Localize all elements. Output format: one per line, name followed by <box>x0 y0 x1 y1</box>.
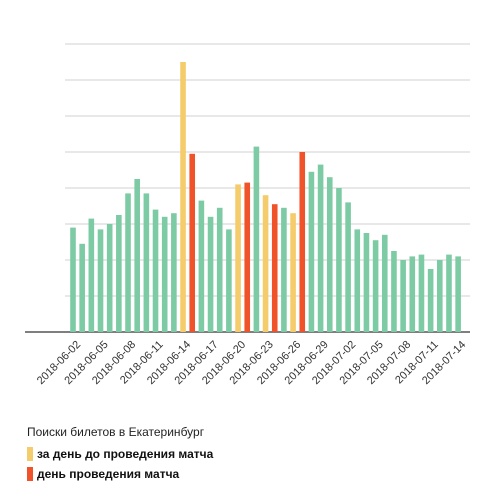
legend-title: Поиски билетов в Екатеринбург <box>27 425 205 439</box>
bar <box>336 188 342 332</box>
bar <box>152 209 159 332</box>
bar <box>455 256 461 332</box>
bar <box>171 213 177 332</box>
bar <box>308 171 315 332</box>
bar <box>281 207 287 332</box>
bar <box>143 193 150 332</box>
bar <box>116 215 122 332</box>
bar <box>88 218 95 332</box>
bar <box>271 204 278 332</box>
bar <box>381 234 388 332</box>
bar <box>299 152 306 332</box>
bar <box>134 179 140 332</box>
bar <box>317 164 324 332</box>
bar <box>363 233 370 332</box>
bar <box>345 202 351 332</box>
legend-label: за день до проведения матча <box>37 447 214 461</box>
bar <box>446 254 452 332</box>
legend-label: день проведения матча <box>37 467 180 481</box>
bar <box>226 229 232 332</box>
bar <box>125 193 131 332</box>
bar <box>235 184 241 332</box>
bar <box>180 62 186 332</box>
bar <box>189 153 196 332</box>
bar <box>427 269 434 332</box>
legend-swatch <box>27 447 33 461</box>
bar <box>216 207 223 332</box>
bar <box>161 216 168 332</box>
bar <box>97 229 104 332</box>
bar <box>70 227 76 332</box>
bar <box>326 177 333 332</box>
bar <box>198 200 205 332</box>
bar <box>253 146 260 332</box>
bar <box>437 260 443 332</box>
bar <box>409 256 416 332</box>
bar <box>290 213 296 332</box>
bar <box>418 254 425 332</box>
bar <box>207 216 214 332</box>
bar <box>262 195 269 332</box>
bar <box>106 224 113 332</box>
bar <box>79 243 85 332</box>
legend-swatch <box>27 467 33 481</box>
bar <box>400 260 406 332</box>
bar <box>372 240 379 332</box>
bar <box>244 182 251 332</box>
bar <box>391 251 397 332</box>
bar <box>354 229 361 332</box>
